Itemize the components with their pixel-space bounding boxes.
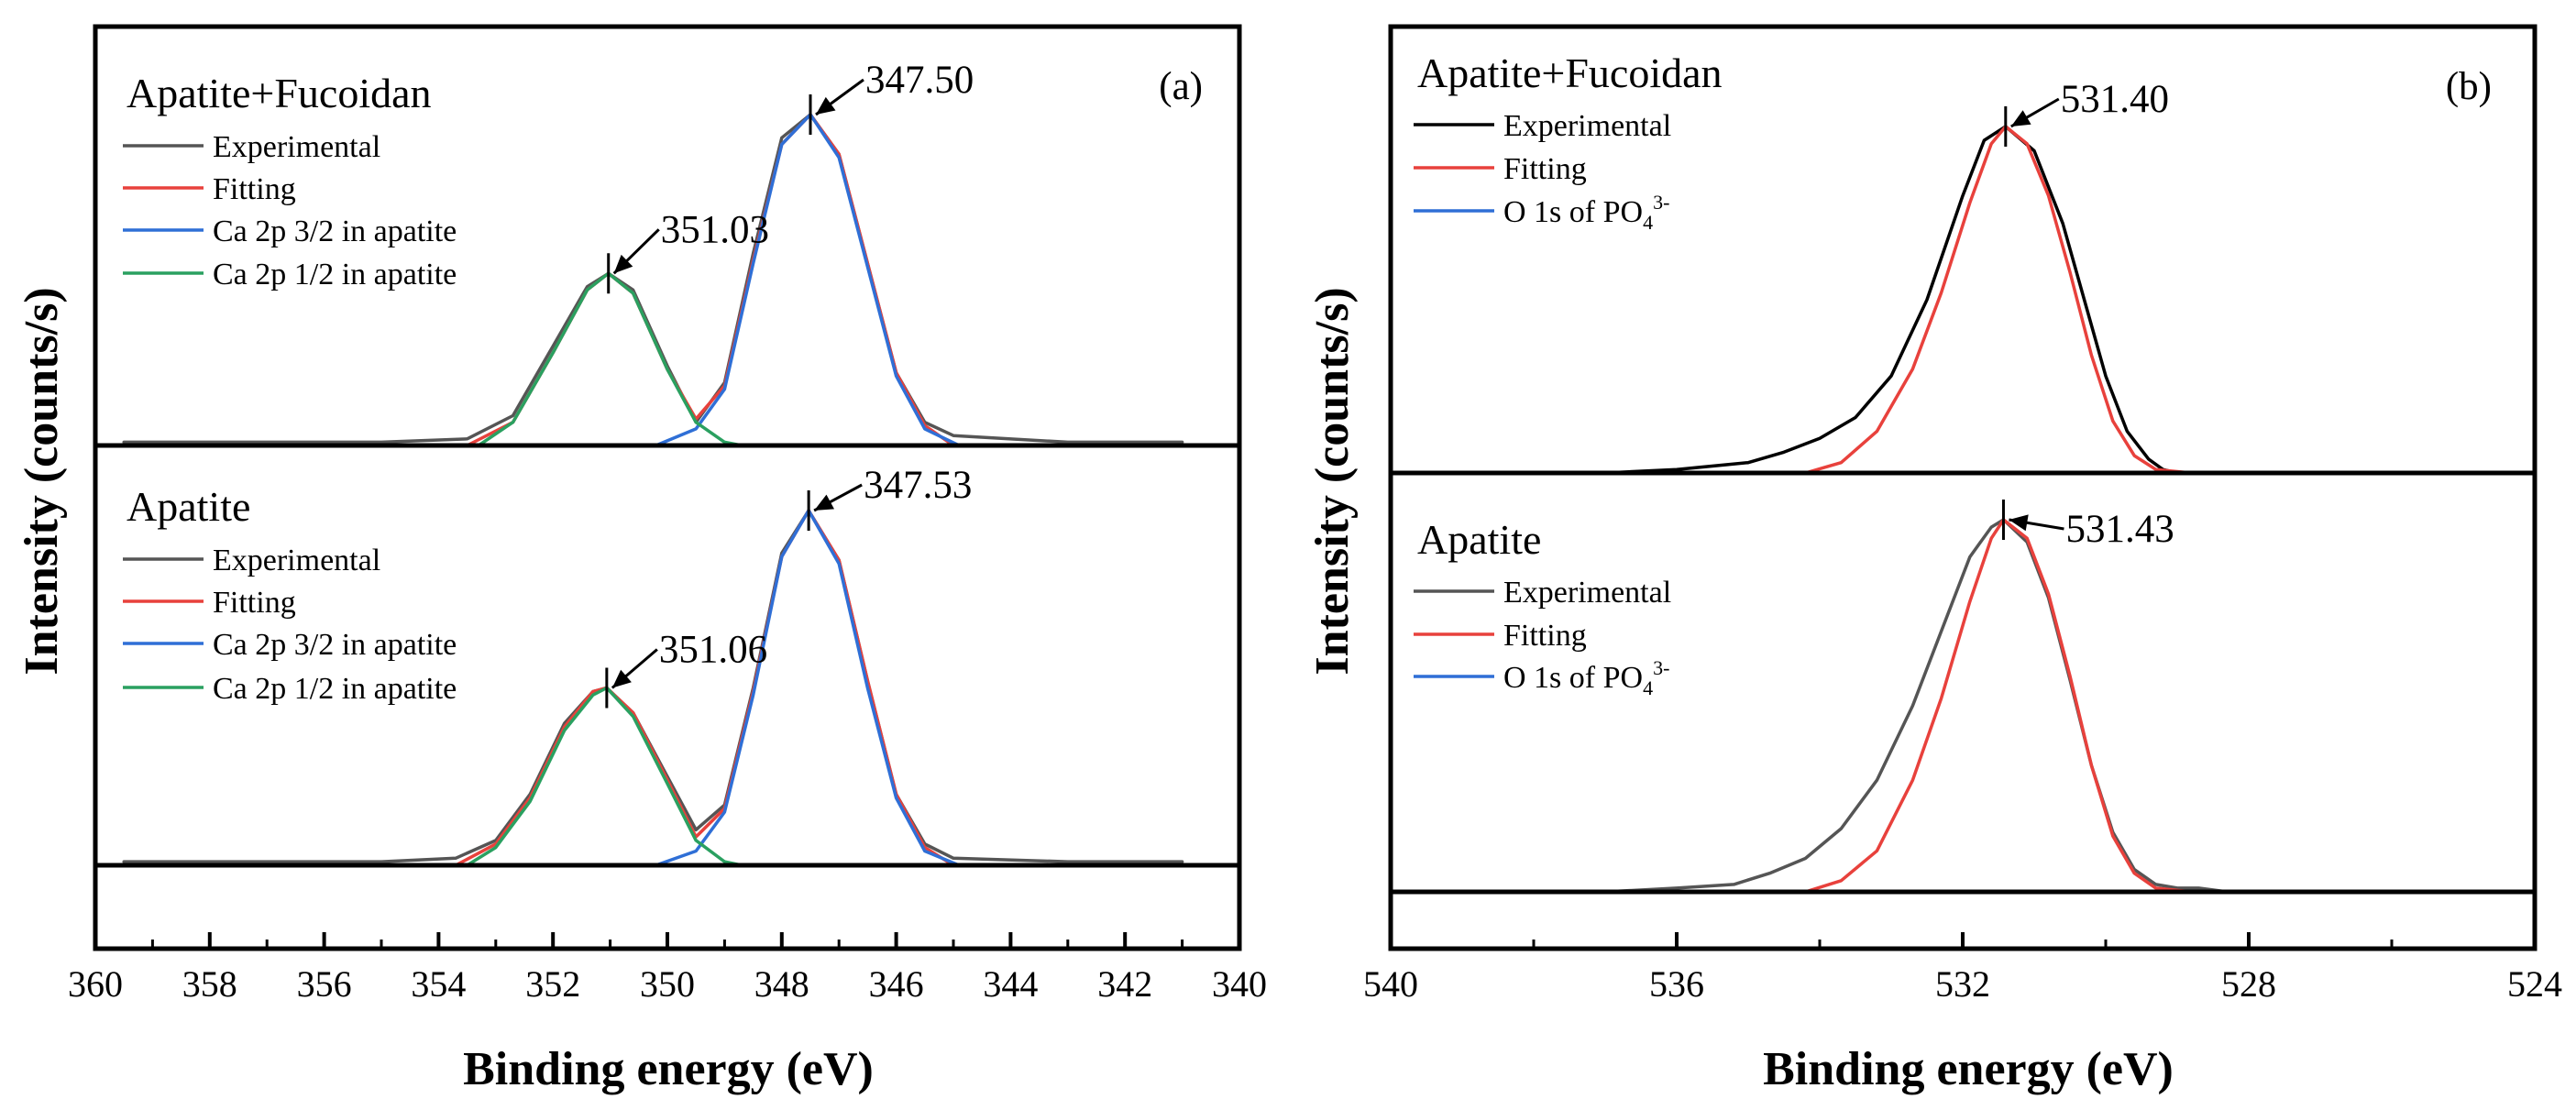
peak-arrow-head: [2010, 110, 2031, 126]
x-tick-label: 524: [2507, 963, 2562, 1005]
panel-a-bottom-annotations: 347.53 351.06: [605, 464, 972, 709]
peak-value-label: 531.43: [2065, 508, 2174, 551]
legend-label: Experimental: [213, 130, 380, 164]
panel-b-bottom-annotations: 531.43: [2001, 500, 2174, 551]
panel-a-x-ticks: 360 358 356 354 352 350 348 346 344 342 340: [68, 932, 1267, 1005]
panel-a-xlabel: Binding energy (eV): [463, 1043, 874, 1095]
peak-value-label: 531.40: [2061, 78, 2169, 121]
panel-b-top-legend: Experimental Fitting O 1s of PO43-: [1414, 109, 1671, 234]
legend-label-subscript: 4: [1643, 676, 1653, 699]
legend-label: Experimental: [213, 544, 380, 577]
x-tick-label: 358: [182, 963, 237, 1005]
peak-arrow-head: [613, 254, 633, 274]
panel-a-frame: [93, 24, 1242, 951]
series-fitting: [1803, 125, 2194, 475]
panel-a-top-annotations: 347.50 351.03: [607, 59, 974, 294]
series-fitting: [1803, 518, 2194, 894]
legend-label: Fitting: [1503, 152, 1587, 186]
peak-arrow-head: [2009, 514, 2029, 532]
x-tick-label: 532: [1935, 963, 1990, 1005]
x-tick-label: 348: [754, 963, 809, 1005]
series-experimental: [1425, 125, 2515, 475]
legend-label: Fitting: [213, 172, 296, 206]
legend-label: O 1s of PO43-: [1503, 656, 1669, 699]
panel-a-ylabel: Intensity (counts/s): [16, 287, 68, 675]
x-tick-label: 346: [869, 963, 924, 1005]
peak-arrow-head: [816, 96, 836, 115]
legend-label: Experimental: [1503, 109, 1671, 143]
x-tick-label: 340: [1212, 963, 1267, 1005]
legend-label-superscript: 3-: [1653, 656, 1669, 679]
legend-label: Fitting: [1503, 619, 1587, 653]
legend-label: Ca 2p 3/2 in apatite: [213, 214, 457, 248]
legend-label-subscript: 4: [1643, 211, 1653, 234]
panel-b-x-ticks: 540 536 532 528 524: [1363, 932, 2562, 1005]
panel-a-bottom-title: Apatite: [127, 483, 250, 530]
x-tick-label: 540: [1363, 963, 1418, 1005]
panel-b-bottom-title: Apatite: [1417, 516, 1541, 563]
legend-label-main: O 1s of PO: [1503, 195, 1643, 229]
panel-a-label: (a): [1159, 65, 1203, 108]
series-ca-2p-1-2-in-apatite: [477, 271, 743, 447]
panel-a: Intensity (counts/s) Binding energy (eV)…: [16, 24, 1267, 1095]
x-tick-label: 352: [525, 963, 580, 1005]
legend-label: Experimental: [1503, 576, 1671, 610]
legend-label: Ca 2p 3/2 in apatite: [213, 628, 457, 662]
x-tick-label: 342: [1097, 963, 1152, 1005]
legend-label-main: O 1s of PO: [1503, 661, 1643, 695]
peak-value-label: 347.53: [864, 464, 972, 507]
panel-b-bottom-legend: Experimental Fitting O 1s of PO43-: [1414, 576, 1671, 699]
panel-b-label: (b): [2446, 65, 2492, 108]
panel-b-ylabel: Intensity (counts/s): [1306, 287, 1359, 675]
legend-label: Ca 2p 1/2 in apatite: [213, 672, 457, 706]
legend-label: Fitting: [213, 586, 296, 620]
x-tick-label: 536: [1649, 963, 1704, 1005]
x-tick-label: 356: [297, 963, 352, 1005]
panel-a-top-legend: Experimental Fitting Ca 2p 3/2 in apatit…: [123, 130, 457, 291]
peak-arrow-head: [814, 494, 834, 511]
x-tick-label: 360: [68, 963, 123, 1005]
legend-label: Ca 2p 1/2 in apatite: [213, 258, 457, 291]
legend-label-superscript: 3-: [1653, 191, 1669, 214]
peak-arrow-head: [611, 669, 632, 688]
panel-b-top-title: Apatite+Fucoidan: [1417, 49, 1723, 96]
panel-b: Intensity (counts/s) Binding energy (eV)…: [1306, 24, 2562, 1095]
panel-a-bottom-legend: Experimental Fitting Ca 2p 3/2 in apatit…: [123, 544, 457, 706]
panel-b-frame: [1388, 24, 2537, 951]
legend-label: O 1s of PO43-: [1503, 191, 1669, 234]
x-tick-label: 528: [2221, 963, 2276, 1005]
x-tick-label: 344: [983, 963, 1038, 1005]
peak-value-label: 347.50: [865, 59, 974, 102]
panel-b-top-annotations: 531.40: [2004, 78, 2169, 147]
peak-value-label: 351.03: [661, 208, 769, 251]
panel-b-top-curves: [1425, 125, 2515, 475]
panel-b-xlabel: Binding energy (eV): [1763, 1043, 2174, 1095]
panel-a-top-title: Apatite+Fucoidan: [127, 70, 432, 116]
peak-value-label: 351.06: [659, 629, 767, 672]
x-tick-label: 350: [640, 963, 695, 1005]
x-tick-label: 354: [411, 963, 466, 1005]
